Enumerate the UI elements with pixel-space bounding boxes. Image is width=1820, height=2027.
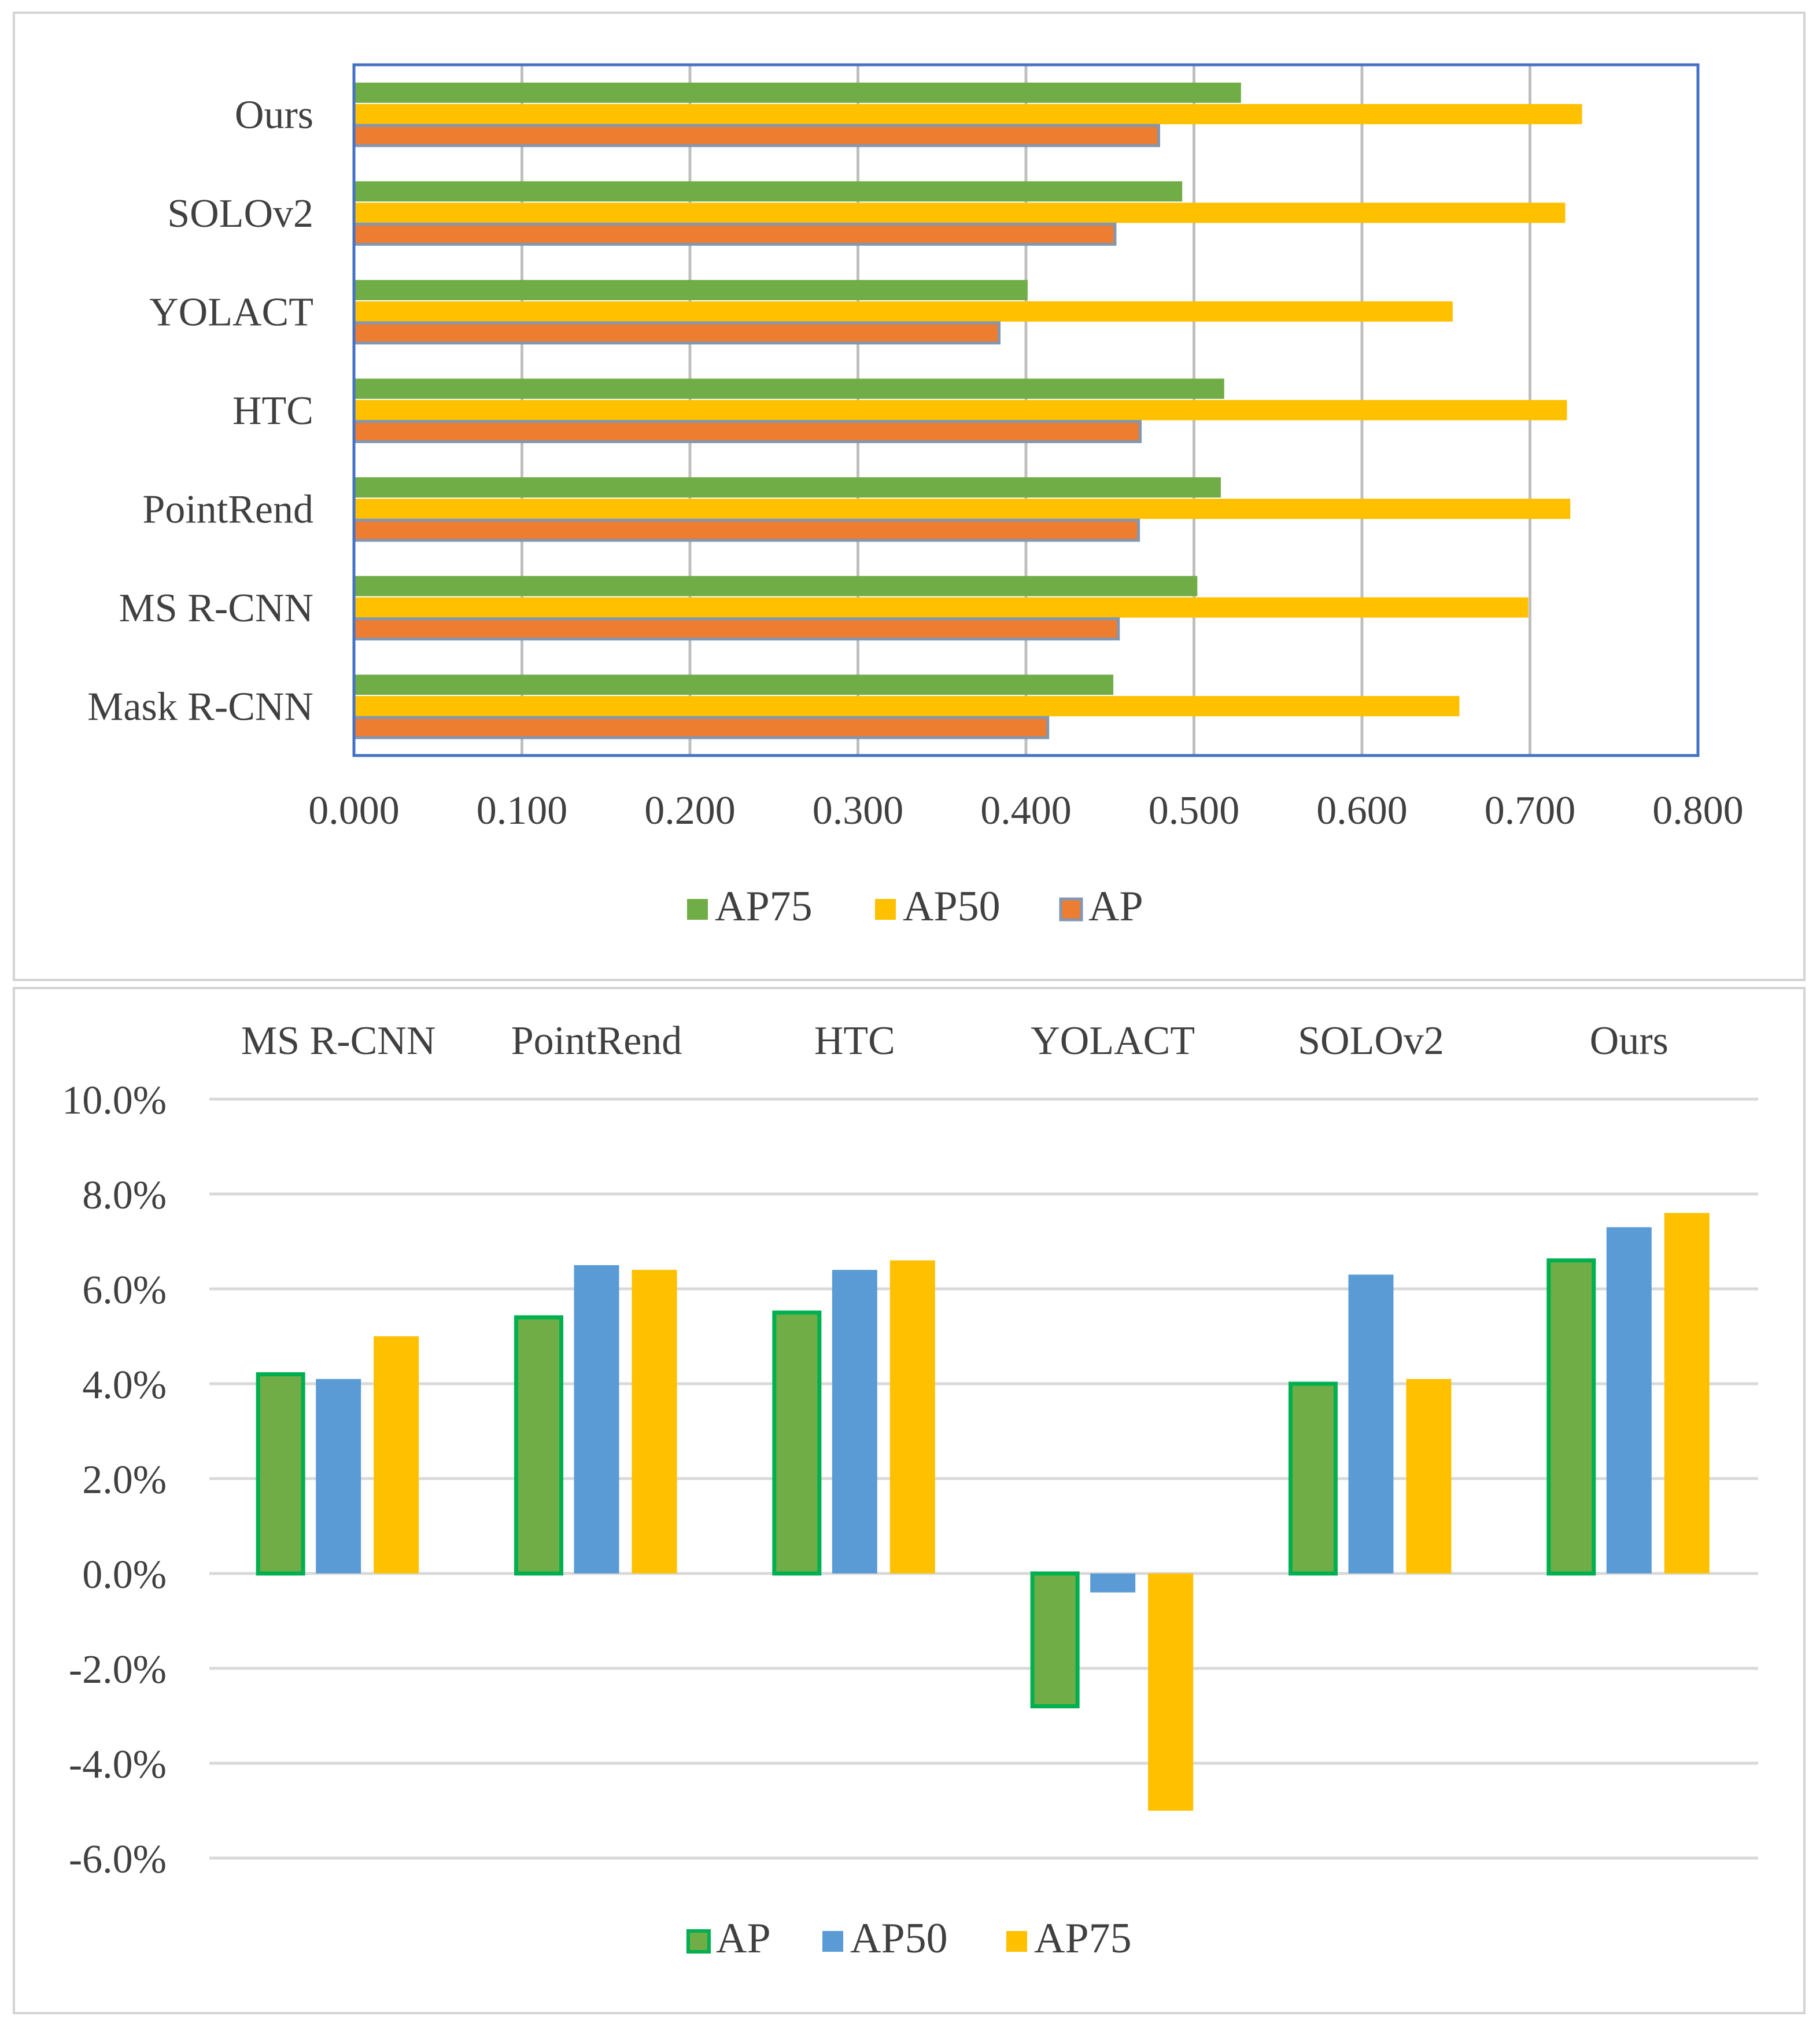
x-tick-label: 0.400 bbox=[980, 788, 1072, 833]
bar-ap50-yolact bbox=[1090, 1573, 1136, 1593]
x-tick-label: 0.500 bbox=[1149, 788, 1240, 833]
x-tick-label: 0.600 bbox=[1316, 788, 1408, 833]
y-tick-label: 6.0% bbox=[82, 1268, 167, 1313]
category-label: PointRend bbox=[511, 1019, 682, 1063]
bar-ap50-mask-r-cnn bbox=[354, 696, 1460, 717]
category-label: SOLOv2 bbox=[167, 191, 313, 236]
bar-ap75-solov2 bbox=[354, 181, 1183, 202]
horizontal-bar-chart: Mask R-CNN MS R-CNN PointRend HTC YOLACT SOLO… bbox=[87, 63, 1744, 930]
bar-ap75-ours bbox=[1664, 1212, 1710, 1573]
y-tick-label: -2.0% bbox=[69, 1648, 167, 1692]
x-tick-label: 0.100 bbox=[477, 788, 568, 833]
bar-ap75-solov2 bbox=[1406, 1379, 1452, 1573]
category-label: YOLACT bbox=[1031, 1019, 1195, 1063]
y-tick-label: 8.0% bbox=[82, 1173, 167, 1218]
category-label: HTC bbox=[232, 389, 313, 433]
category-label: Mask R-CNN bbox=[87, 685, 313, 729]
bar-ap50-solov2 bbox=[1348, 1274, 1394, 1573]
legend-label-ap75: AP75 bbox=[715, 883, 813, 930]
legend-swatch-ap50 bbox=[875, 899, 896, 920]
y-tick-label: -6.0% bbox=[69, 1837, 167, 1882]
legend-label-ap75: AP75 bbox=[1034, 1915, 1132, 1962]
bar-ap75-ms-r-cnn bbox=[354, 576, 1198, 596]
bar-ap75-htc bbox=[889, 1260, 935, 1573]
category-label: YOLACT bbox=[149, 290, 313, 334]
y-tick-label: 4.0% bbox=[82, 1363, 167, 1407]
legend-label-ap50: AP50 bbox=[903, 883, 1001, 930]
category-label: Ours bbox=[1590, 1019, 1668, 1063]
vertical-bar-chart: -6.0% -4.0% -2.0% 0.0% 2.0% 4.0% 6.0% 8.0% 10.0%… bbox=[62, 1019, 1758, 1962]
category-label: HTC bbox=[814, 1019, 895, 1063]
bar-ap50-htc bbox=[832, 1270, 877, 1573]
legend-swatch-ap75 bbox=[687, 899, 708, 920]
category-label: PointRend bbox=[142, 488, 313, 532]
bar-ap-pointrend bbox=[514, 1315, 563, 1576]
bar-ap-ours bbox=[1546, 1258, 1596, 1576]
x-tick-label: 0.000 bbox=[308, 788, 400, 833]
bar-ap-yolact bbox=[1030, 1571, 1080, 1709]
bar-ap75-pointrend bbox=[354, 477, 1221, 498]
chart-panel-bottom: -6.0% -4.0% -2.0% 0.0% 2.0% 4.0% 6.0% 8.0% 10.0%… bbox=[13, 987, 1806, 2014]
bar-ap75-yolact bbox=[1148, 1573, 1194, 1811]
legend-swatch-ap bbox=[1059, 897, 1083, 922]
bar-ap-htc bbox=[352, 420, 1142, 443]
bar-ap-ours bbox=[352, 124, 1160, 148]
bar-ap50-pointrend bbox=[354, 499, 1571, 519]
category-label: MS R-CNN bbox=[241, 1019, 435, 1063]
bar-ap75-yolact bbox=[354, 279, 1028, 300]
bar-ap-solov2 bbox=[1289, 1381, 1338, 1576]
bar-ap75-ours bbox=[354, 82, 1241, 103]
x-tick-label: 0.200 bbox=[644, 788, 736, 833]
legend-swatch-ap75 bbox=[1006, 1931, 1027, 1952]
x-tick-label: 0.700 bbox=[1485, 788, 1576, 833]
bar-ap50-pointrend bbox=[574, 1265, 619, 1573]
bar-ap-yolact bbox=[352, 321, 1001, 345]
bar-ap50-ours bbox=[1606, 1227, 1652, 1573]
bar-ap75-htc bbox=[354, 378, 1224, 399]
legend-swatch-ap bbox=[686, 1929, 711, 1954]
bar-ap-ms-r-cnn bbox=[352, 617, 1120, 641]
category-label: MS R-CNN bbox=[119, 586, 313, 631]
bar-ap-pointrend bbox=[352, 518, 1140, 542]
bar-ap75-ms-r-cnn bbox=[374, 1336, 419, 1573]
legend-label-ap: AP bbox=[1088, 883, 1143, 930]
y-tick-label: 2.0% bbox=[82, 1458, 167, 1502]
x-tick-label: 0.800 bbox=[1652, 788, 1744, 833]
category-label: SOLOv2 bbox=[1298, 1019, 1444, 1063]
bar-ap50-solov2 bbox=[354, 202, 1566, 223]
y-tick-label: -4.0% bbox=[69, 1742, 167, 1787]
bar-ap-htc bbox=[772, 1310, 822, 1576]
bar-ap-solov2 bbox=[352, 222, 1117, 246]
bar-ap50-ms-r-cnn bbox=[354, 597, 1529, 618]
bar-ap-ms-r-cnn bbox=[256, 1372, 305, 1576]
legend-label-ap: AP bbox=[716, 1915, 771, 1962]
x-tick-label: 0.300 bbox=[813, 788, 904, 833]
y-tick-label: 10.0% bbox=[62, 1078, 167, 1123]
y-tick-label: 0.0% bbox=[82, 1553, 167, 1597]
bar-ap50-ours bbox=[354, 104, 1582, 124]
bar-ap50-htc bbox=[354, 400, 1567, 421]
legend-label-ap50: AP50 bbox=[850, 1915, 948, 1962]
bar-ap-mask-r-cnn bbox=[352, 716, 1050, 739]
plot-area-border bbox=[352, 63, 1700, 757]
legend-swatch-ap50 bbox=[822, 1931, 843, 1952]
category-label: Ours bbox=[235, 93, 313, 137]
bar-ap75-pointrend bbox=[632, 1270, 677, 1573]
bar-ap75-mask-r-cnn bbox=[354, 675, 1114, 695]
bar-ap50-ms-r-cnn bbox=[316, 1379, 361, 1573]
chart-panel-top: Mask R-CNN MS R-CNN PointRend HTC YOLACT SOLO… bbox=[13, 12, 1806, 981]
bar-ap50-yolact bbox=[354, 301, 1453, 322]
